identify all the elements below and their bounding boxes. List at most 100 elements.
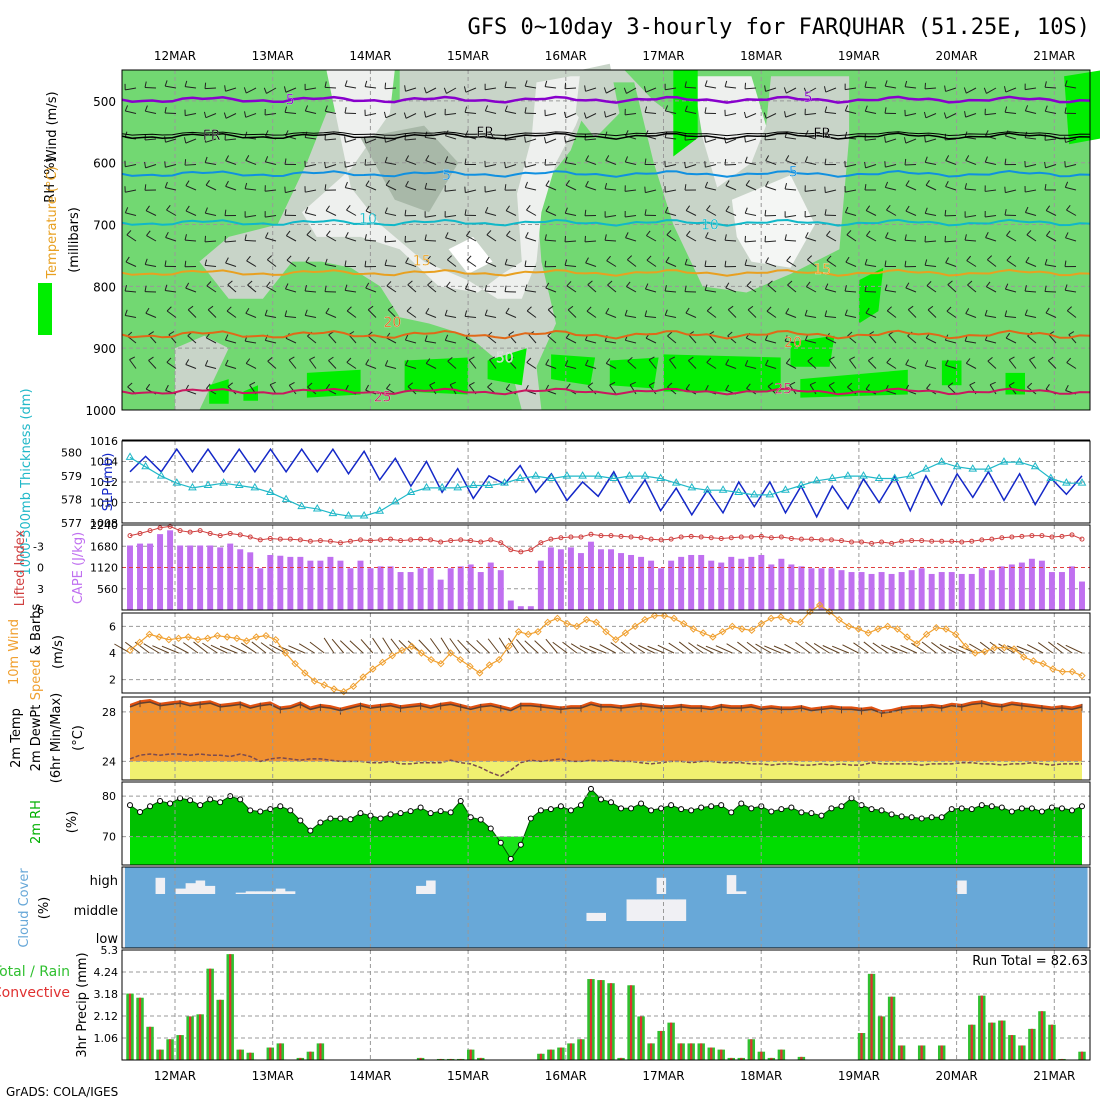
precip-tick-label: 3.18 bbox=[94, 988, 119, 1001]
wind-barb-flag bbox=[824, 186, 826, 193]
wind-speed-line bbox=[129, 604, 1083, 693]
li-marker bbox=[838, 538, 844, 544]
wind-barb bbox=[385, 138, 397, 143]
wind-barb bbox=[931, 642, 947, 654]
wind-barb bbox=[405, 262, 417, 267]
wind-barb bbox=[845, 164, 857, 168]
precip-conv-bar bbox=[710, 1047, 713, 1060]
wind-barb bbox=[564, 87, 577, 90]
precip-conv-bar bbox=[940, 1045, 943, 1060]
wind-barb bbox=[947, 284, 957, 293]
cape-bar bbox=[397, 572, 404, 610]
thickness-marker bbox=[172, 478, 182, 486]
cloud-cell-middle bbox=[706, 894, 717, 921]
wind-barb bbox=[425, 136, 437, 140]
li-marker bbox=[578, 534, 584, 540]
cloud-cell-low bbox=[926, 921, 938, 948]
wind-barb-flag bbox=[765, 155, 770, 161]
wind-barb-flag bbox=[344, 181, 348, 188]
wind-barb-flag bbox=[547, 305, 554, 311]
li-marker bbox=[558, 535, 564, 541]
wind-barb-flag bbox=[984, 156, 988, 163]
cloud-cell-low bbox=[485, 921, 497, 948]
cloud-cell-middle bbox=[385, 894, 397, 921]
wind-barb bbox=[905, 113, 917, 117]
cloud-cell-middle bbox=[305, 894, 316, 921]
wind-barb bbox=[825, 189, 837, 194]
wind-barb-flag bbox=[345, 232, 349, 238]
wind-barb-flag bbox=[464, 158, 467, 165]
wind-speed-marker bbox=[155, 633, 163, 641]
cloud-cell-low bbox=[976, 921, 988, 948]
wind-barb bbox=[1026, 234, 1037, 242]
wind-barb-flag bbox=[505, 205, 511, 211]
wind-barb bbox=[265, 161, 277, 165]
wind-barb bbox=[204, 87, 217, 90]
wind-barb bbox=[485, 164, 497, 168]
wind-barb-flag bbox=[424, 335, 428, 342]
wind-barb bbox=[785, 215, 797, 218]
wind-barb-flag bbox=[164, 136, 166, 143]
wind-barb-flag bbox=[288, 356, 295, 361]
thickness-marker bbox=[422, 482, 431, 491]
wind-barb bbox=[606, 87, 617, 94]
wind-barb bbox=[325, 264, 337, 267]
wind-speed-marker bbox=[699, 629, 707, 637]
cloud-cell-middle bbox=[215, 894, 226, 921]
wind-barb-flag bbox=[764, 209, 767, 216]
cloud-cell-high bbox=[636, 867, 647, 894]
cloud-cell-low bbox=[395, 921, 407, 948]
li-marker bbox=[327, 538, 333, 544]
cloud-cell-low bbox=[355, 921, 366, 948]
wind-barb-flag bbox=[344, 136, 346, 143]
wind-speed-marker bbox=[194, 635, 202, 644]
wind-barb bbox=[784, 643, 801, 654]
wind-barb-flag bbox=[864, 105, 868, 112]
pressure-tick-label: 1000 bbox=[85, 404, 116, 418]
wind-speed-marker bbox=[602, 627, 610, 636]
li-marker bbox=[678, 534, 684, 540]
cloud-cell-low bbox=[545, 921, 557, 948]
wind-barb-flag bbox=[427, 280, 433, 286]
wind-barb-flag bbox=[504, 285, 507, 292]
wind-barb-flag bbox=[508, 331, 515, 336]
wind-barb bbox=[225, 339, 237, 344]
precip-conv-bar bbox=[1060, 1058, 1064, 1060]
wind-barb-flag bbox=[864, 258, 868, 265]
wind-barb bbox=[185, 113, 197, 117]
wind-barb bbox=[766, 310, 777, 318]
cloud-cell-high bbox=[385, 867, 397, 894]
li-marker bbox=[227, 531, 233, 536]
wind-barb-flag bbox=[524, 107, 527, 114]
slp-tick-label: 1008 bbox=[90, 517, 118, 530]
wind-barb-flag bbox=[263, 87, 267, 94]
wind-barb bbox=[1065, 644, 1083, 654]
wind-barb-flag bbox=[943, 112, 947, 119]
wind-barb bbox=[805, 113, 817, 116]
wind-barb bbox=[145, 263, 157, 267]
wind-barb bbox=[251, 641, 267, 654]
wind-barb bbox=[1046, 235, 1057, 242]
wind-barb bbox=[985, 215, 997, 218]
rh2m-marker bbox=[297, 817, 304, 824]
wind-barb bbox=[1065, 138, 1077, 143]
rh2m-marker bbox=[718, 802, 725, 809]
wind-barb bbox=[885, 390, 897, 395]
temp-axis-label-a: 2m Temp bbox=[9, 708, 24, 768]
wind-barb bbox=[285, 111, 297, 114]
li-marker bbox=[468, 538, 474, 544]
wind-barb-flag bbox=[924, 207, 928, 214]
rh2m-marker bbox=[217, 799, 224, 806]
wind-barb-flag bbox=[124, 309, 128, 316]
wind-barb-flag bbox=[545, 180, 550, 186]
wind-barb bbox=[945, 113, 957, 119]
wind-barb bbox=[842, 644, 859, 654]
cape-tick-label: 560 bbox=[97, 583, 118, 596]
wind-barb bbox=[1048, 334, 1057, 344]
contour-label: 5 bbox=[442, 168, 451, 184]
rh2m-marker bbox=[317, 819, 324, 826]
rh2m-marker bbox=[918, 815, 925, 822]
wind-barb bbox=[705, 138, 717, 143]
wind-barb-flag bbox=[746, 281, 752, 287]
